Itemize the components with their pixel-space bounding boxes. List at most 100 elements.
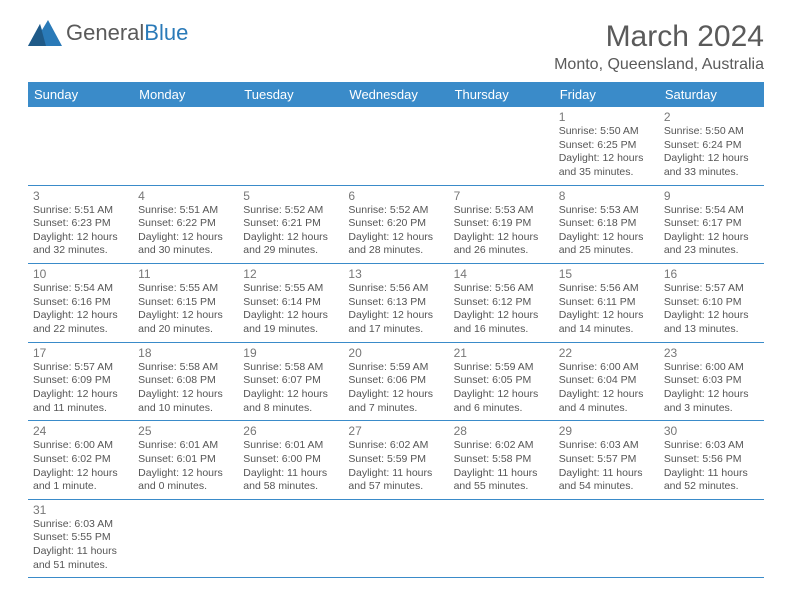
cell-daylight1: Daylight: 12 hours [454, 309, 549, 323]
logo: GeneralBlue [28, 20, 188, 46]
week-row: 24Sunrise: 6:00 AMSunset: 6:02 PM Dayligh… [28, 421, 764, 500]
cell-daylight2: and 10 minutes. [138, 402, 233, 416]
cell-sunset: Sunset: 6:15 PM [138, 296, 233, 310]
cell-daylight2: and 28 minutes. [348, 244, 443, 258]
day-number: 24 [33, 424, 128, 438]
cell-daylight2: and 32 minutes. [33, 244, 128, 258]
day-number: 28 [454, 424, 549, 438]
cell-daylight2: and 58 minutes. [243, 480, 338, 494]
cell-daylight2: and 20 minutes. [138, 323, 233, 337]
cell-sunrise: Sunrise: 5:52 AM [348, 204, 443, 218]
day-number: 16 [664, 267, 759, 281]
cell-sunset: Sunset: 6:00 PM [243, 453, 338, 467]
calendar-cell: 26Sunrise: 6:01 AMSunset: 6:00 PMDayligh… [238, 421, 343, 499]
cell-sunrise: Sunrise: 5:59 AM [348, 361, 443, 375]
cell-sunset: Sunset: 6:18 PM [559, 217, 654, 231]
day-number: 20 [348, 346, 443, 360]
day-header-row: Sunday Monday Tuesday Wednesday Thursday… [28, 82, 764, 107]
day-number: 2 [664, 110, 759, 124]
cell-daylight2: and 7 minutes. [348, 402, 443, 416]
calendar-cell: 28Sunrise: 6:02 AMSunset: 5:58 PMDayligh… [449, 421, 554, 499]
cell-sunset: Sunset: 6:07 PM [243, 374, 338, 388]
calendar-cell: 15Sunrise: 5:56 AMSunset: 6:11 PMDayligh… [554, 264, 659, 342]
cell-daylight2: and 25 minutes. [559, 244, 654, 258]
calendar-cell: 8Sunrise: 5:53 AMSunset: 6:18 PMDaylight… [554, 186, 659, 264]
cell-daylight1: Daylight: 11 hours [664, 467, 759, 481]
cell-sunrise: Sunrise: 5:54 AM [664, 204, 759, 218]
cell-sunset: Sunset: 6:01 PM [138, 453, 233, 467]
cell-sunrise: Sunrise: 5:53 AM [454, 204, 549, 218]
day-number: 25 [138, 424, 233, 438]
day-number: 14 [454, 267, 549, 281]
logo-word2: Blue [144, 20, 188, 45]
cell-sunrise: Sunrise: 6:00 AM [559, 361, 654, 375]
cell-daylight1: Daylight: 12 hours [138, 309, 233, 323]
calendar-cell [133, 107, 238, 185]
title-block: March 2024 Monto, Queensland, Australia [554, 20, 764, 74]
cell-sunset: Sunset: 6:06 PM [348, 374, 443, 388]
cell-daylight1: Daylight: 11 hours [454, 467, 549, 481]
calendar-cell: 6Sunrise: 5:52 AMSunset: 6:20 PMDaylight… [343, 186, 448, 264]
cell-sunrise: Sunrise: 5:57 AM [33, 361, 128, 375]
calendar-cell [449, 107, 554, 185]
week-row: 17Sunrise: 5:57 AMSunset: 6:09 PMDayligh… [28, 343, 764, 422]
logo-word1: General [66, 20, 144, 45]
cell-sunrise: Sunrise: 5:50 AM [559, 125, 654, 139]
day-number: 15 [559, 267, 654, 281]
cell-sunset: Sunset: 6:13 PM [348, 296, 443, 310]
day-number: 22 [559, 346, 654, 360]
day-number: 26 [243, 424, 338, 438]
calendar-cell: 27Sunrise: 6:02 AMSunset: 5:59 PMDayligh… [343, 421, 448, 499]
calendar-cell: 22Sunrise: 6:00 AMSunset: 6:04 PMDayligh… [554, 343, 659, 421]
cell-daylight1: Daylight: 12 hours [243, 231, 338, 245]
cell-daylight1: Daylight: 11 hours [559, 467, 654, 481]
cell-daylight1: Daylight: 12 hours [559, 309, 654, 323]
cell-daylight1: Daylight: 12 hours [559, 152, 654, 166]
day-number: 10 [33, 267, 128, 281]
cell-daylight2: and 19 minutes. [243, 323, 338, 337]
cell-daylight1: Daylight: 12 hours [348, 388, 443, 402]
cell-sunset: Sunset: 6:02 PM [33, 453, 128, 467]
cell-sunset: Sunset: 6:21 PM [243, 217, 338, 231]
day-number: 4 [138, 189, 233, 203]
cell-daylight1: Daylight: 12 hours [33, 231, 128, 245]
cell-daylight2: and 35 minutes. [559, 166, 654, 180]
day-header-tuesday: Tuesday [238, 82, 343, 107]
day-header-sunday: Sunday [28, 82, 133, 107]
cell-sunrise: Sunrise: 5:50 AM [664, 125, 759, 139]
cell-sunset: Sunset: 6:08 PM [138, 374, 233, 388]
cell-daylight1: Daylight: 12 hours [138, 231, 233, 245]
cell-daylight2: and 1 minute. [33, 480, 128, 494]
calendar-cell: 7Sunrise: 5:53 AMSunset: 6:19 PMDaylight… [449, 186, 554, 264]
cell-daylight1: Daylight: 12 hours [559, 231, 654, 245]
cell-sunrise: Sunrise: 6:03 AM [559, 439, 654, 453]
calendar-cell: 21Sunrise: 5:59 AMSunset: 6:05 PMDayligh… [449, 343, 554, 421]
cell-daylight1: Daylight: 12 hours [243, 388, 338, 402]
cell-daylight2: and 51 minutes. [33, 559, 128, 573]
calendar-cell: 20Sunrise: 5:59 AMSunset: 6:06 PMDayligh… [343, 343, 448, 421]
cell-sunset: Sunset: 5:57 PM [559, 453, 654, 467]
cell-sunrise: Sunrise: 5:51 AM [33, 204, 128, 218]
cell-sunset: Sunset: 6:10 PM [664, 296, 759, 310]
cell-sunset: Sunset: 6:22 PM [138, 217, 233, 231]
day-number: 9 [664, 189, 759, 203]
page-header: GeneralBlue March 2024 Monto, Queensland… [28, 20, 764, 74]
cell-daylight1: Daylight: 12 hours [664, 152, 759, 166]
week-row: 3Sunrise: 5:51 AMSunset: 6:23 PMDaylight… [28, 186, 764, 265]
cell-sunrise: Sunrise: 6:02 AM [348, 439, 443, 453]
week-row: 1Sunrise: 5:50 AMSunset: 6:25 PMDaylight… [28, 107, 764, 186]
day-number: 21 [454, 346, 549, 360]
cell-daylight2: and 23 minutes. [664, 244, 759, 258]
calendar-cell [449, 500, 554, 578]
calendar-cell [238, 500, 343, 578]
day-number: 13 [348, 267, 443, 281]
cell-sunset: Sunset: 5:58 PM [454, 453, 549, 467]
cell-daylight1: Daylight: 12 hours [664, 388, 759, 402]
cell-sunrise: Sunrise: 6:00 AM [33, 439, 128, 453]
cell-sunset: Sunset: 6:14 PM [243, 296, 338, 310]
day-number: 3 [33, 189, 128, 203]
cell-sunset: Sunset: 6:24 PM [664, 139, 759, 153]
cell-sunrise: Sunrise: 5:55 AM [138, 282, 233, 296]
cell-daylight1: Daylight: 12 hours [454, 388, 549, 402]
calendar-cell: 3Sunrise: 5:51 AMSunset: 6:23 PMDaylight… [28, 186, 133, 264]
